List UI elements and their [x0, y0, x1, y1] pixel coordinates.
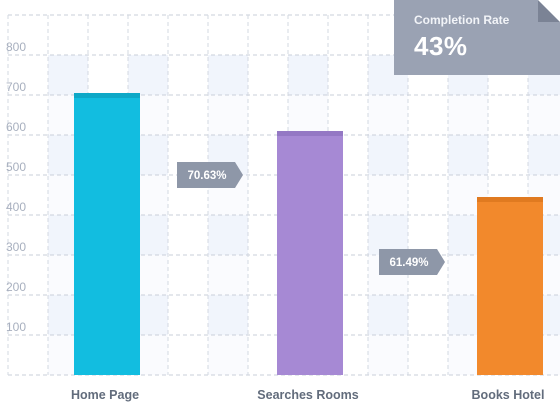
grid-cell [368, 295, 408, 335]
x-category-label: Books Hotel [472, 388, 545, 402]
y-tick-label: 700 [6, 80, 26, 94]
completion-rate-card: Completion Rate 43% [394, 0, 560, 75]
conversion-rate-label: 70.63% [187, 170, 226, 182]
grid-cell [368, 215, 408, 255]
y-tick-label: 800 [6, 40, 26, 54]
bar-cap [74, 93, 140, 98]
conversion-rate-label: 61.49% [389, 257, 428, 269]
grid-cell [208, 55, 248, 95]
bar-home-page [74, 93, 140, 375]
bar-cap [277, 131, 343, 136]
bar-searches-rooms [277, 131, 343, 375]
x-category-label: Searches Rooms [257, 388, 358, 402]
grid-cell [128, 55, 168, 95]
y-tick-label: 300 [6, 240, 26, 254]
y-tick-label: 200 [6, 280, 26, 294]
bar-books-hotel [477, 197, 543, 375]
completion-rate-value: 43% [414, 31, 468, 61]
y-tick-label: 500 [6, 160, 26, 174]
y-tick-label: 400 [6, 200, 26, 214]
grid-cell [48, 55, 88, 95]
grid-cell [288, 55, 328, 95]
bar-cap [477, 197, 543, 202]
y-tick-label: 100 [6, 320, 26, 334]
grid-cell [208, 295, 248, 335]
grid-cell [368, 135, 408, 175]
completion-rate-label: Completion Rate [414, 13, 510, 27]
conversion-tag [379, 249, 445, 275]
x-category-label: Home Page [71, 388, 139, 402]
conversion-tag [177, 162, 243, 188]
y-tick-label: 600 [6, 120, 26, 134]
grid-cell [208, 215, 248, 255]
grid-cell [528, 135, 560, 175]
grid-cell [448, 135, 488, 175]
